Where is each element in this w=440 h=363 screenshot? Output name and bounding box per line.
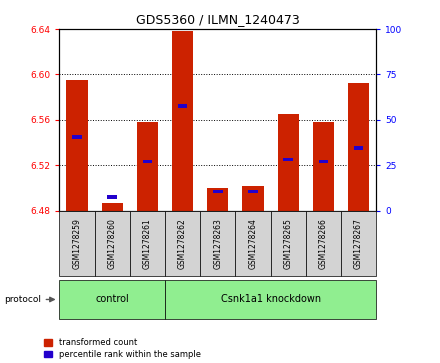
Title: GDS5360 / ILMN_1240473: GDS5360 / ILMN_1240473 — [136, 13, 300, 26]
Text: GSM1278261: GSM1278261 — [143, 218, 152, 269]
Bar — [271, 211, 306, 276]
Bar — [165, 280, 376, 319]
Text: GSM1278267: GSM1278267 — [354, 218, 363, 269]
Bar — [72, 135, 82, 139]
Bar — [235, 211, 271, 276]
Bar — [178, 105, 187, 108]
Text: GSM1278266: GSM1278266 — [319, 218, 328, 269]
Bar — [172, 31, 193, 211]
Bar — [66, 80, 88, 211]
Bar — [348, 83, 369, 211]
Bar — [319, 160, 328, 163]
Bar — [341, 211, 376, 276]
Bar — [130, 211, 165, 276]
Text: Csnk1a1 knockdown: Csnk1a1 knockdown — [220, 294, 321, 305]
Bar — [107, 195, 117, 199]
Text: GSM1278260: GSM1278260 — [108, 218, 117, 269]
Bar — [137, 122, 158, 211]
Text: GSM1278259: GSM1278259 — [73, 218, 81, 269]
Text: control: control — [95, 294, 129, 305]
Bar — [207, 188, 228, 211]
Bar — [283, 158, 293, 161]
Bar — [313, 122, 334, 211]
Bar — [200, 211, 235, 276]
Bar — [59, 280, 165, 319]
Bar — [242, 185, 264, 211]
Bar — [248, 189, 258, 193]
Bar — [213, 189, 223, 193]
Text: GSM1278265: GSM1278265 — [284, 218, 293, 269]
Bar — [278, 114, 299, 211]
Text: GSM1278263: GSM1278263 — [213, 218, 222, 269]
Bar — [102, 203, 123, 211]
Bar — [165, 211, 200, 276]
Bar — [306, 211, 341, 276]
Bar — [143, 160, 152, 163]
Bar — [59, 211, 95, 276]
Bar — [95, 211, 130, 276]
Text: protocol: protocol — [4, 295, 41, 304]
Legend: transformed count, percentile rank within the sample: transformed count, percentile rank withi… — [44, 338, 201, 359]
Text: GSM1278264: GSM1278264 — [249, 218, 257, 269]
Text: GSM1278262: GSM1278262 — [178, 218, 187, 269]
Bar — [354, 146, 363, 150]
